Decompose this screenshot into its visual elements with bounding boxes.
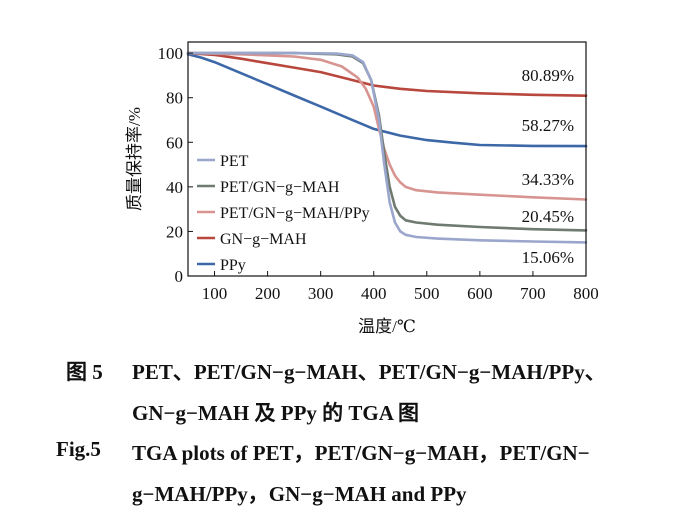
legend-label: PET/GN−g−MAH <box>220 179 340 196</box>
x-tick-label: 400 <box>361 284 387 303</box>
plot-frame <box>187 41 587 277</box>
x-tick-label: 700 <box>520 284 546 303</box>
x-tick-label: 300 <box>308 284 334 303</box>
legend-label: PET <box>220 153 249 170</box>
end-labels: 80.89% 58.27% 34.33% 20.45% 15.06% <box>522 66 574 267</box>
end-label-pet-gn-g-mah-ppy: 34.33% <box>522 170 574 189</box>
x-axis-title: 温度/℃ <box>358 317 416 336</box>
caption-title-en-1: TGA plots of PET，PET/GN−g−MAH，PET/GN− <box>132 441 590 465</box>
y-axis-title: 质量保持率/% <box>125 107 144 211</box>
series-line-pet <box>186 51 588 244</box>
y-tick-label: 80 <box>166 89 183 108</box>
tga-chart: 100 200 300 400 500 600 700 800 0 20 40 60 80 100 80.… <box>125 41 599 336</box>
legend-label: PPy <box>220 257 246 274</box>
y-tick-label: 40 <box>166 178 183 197</box>
caption-line-3: Fig.5 TGA plots of PET，PET/GN−g−MAH，PET/… <box>56 437 590 465</box>
x-tick-label: 500 <box>414 284 440 303</box>
y-tick-label: 100 <box>158 44 184 63</box>
caption-figure-number-en: Fig.5 <box>56 437 101 461</box>
end-label-pet-gn-g-mah: 20.45% <box>522 207 574 226</box>
end-label-ppy: 58.27% <box>522 116 574 135</box>
legend: PET PET/GN−g−MAH PET/GN−g−MAH/PPy GN−g−MAH P… <box>197 153 370 274</box>
caption-line-1: 图 5 PET、PET/GN−g−MAH、PET/GN−g−MAH/PPy、 <box>66 356 606 386</box>
y-tick-label: 60 <box>166 133 183 152</box>
x-tick-label: 600 <box>467 284 493 303</box>
x-tick-label: 100 <box>202 284 228 303</box>
caption-line-4: g−MAH/PPy，GN−g−MAH and PPy <box>132 478 467 508</box>
caption-title-en-2: g−MAH/PPy，GN−g−MAH and PPy <box>132 482 467 506</box>
ticks-layer: 100 200 300 400 500 600 700 800 0 20 40 60 80 100 <box>158 44 599 303</box>
caption-title-cn-1: PET、PET/GN−g−MAH、PET/GN−g−MAH/PPy、 <box>132 360 606 384</box>
series-line-gn-g-mah <box>186 51 588 97</box>
caption-line-2: GN−g−MAH 及 PPy 的 TGA 图 <box>132 397 419 427</box>
y-tick-label: 0 <box>175 267 184 286</box>
y-tick-label: 20 <box>166 222 183 241</box>
caption-title-cn-2: GN−g−MAH 及 PPy 的 TGA 图 <box>132 401 420 425</box>
legend-label: PET/GN−g−MAH/PPy <box>220 205 370 222</box>
series-line-ppy <box>186 53 588 148</box>
end-label-gn-g-mah: 80.89% <box>522 66 574 85</box>
x-tick-label: 200 <box>255 284 281 303</box>
series-layer <box>186 51 588 244</box>
x-tick-label: 800 <box>573 284 599 303</box>
legend-label: GN−g−MAH <box>220 231 307 248</box>
end-label-pet: 15.06% <box>522 248 574 267</box>
caption-figure-number-cn: 图 5 <box>66 360 103 384</box>
